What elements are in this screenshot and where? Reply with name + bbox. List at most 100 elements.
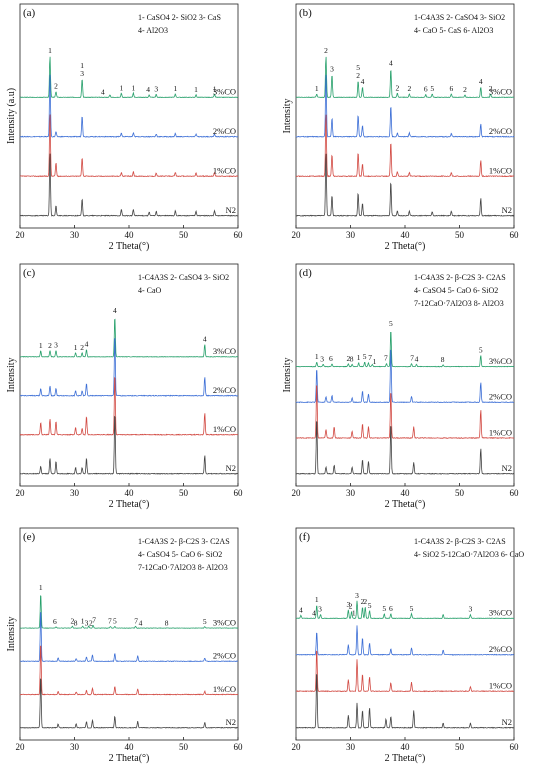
peak-label: 5 [410, 604, 414, 613]
peak-label: 5 [382, 604, 386, 613]
legend-line: 4- CaO 5- CaS 6- Al2O3 [414, 26, 493, 35]
peak-label: 1 [39, 583, 43, 592]
peak-label: 7 [108, 616, 112, 625]
legend-line: 1-C4A3S 2- CaSO4 3- SiO2 [414, 13, 505, 22]
x-tick-label: 50 [179, 742, 189, 752]
peak-label: 4 [203, 335, 207, 344]
peak-label: 4 [139, 618, 143, 627]
x-tick-label: 60 [510, 230, 520, 240]
peak-label: 3 [318, 605, 322, 614]
panel-label: (d) [299, 267, 312, 279]
legend-line: 1- CaSO4 2- SiO2 3- CaS [138, 13, 221, 22]
x-tick-label: 20 [16, 742, 26, 752]
plot-frame [19, 527, 239, 741]
peak-label: 1 [131, 83, 135, 92]
peak-label: 1 [39, 341, 43, 350]
series-line-1pctCO [296, 650, 515, 693]
chart-panel-1: (a) 20 30 40 50 60 2 Theta(°) Intensity (a.u) 1-… [6, 3, 243, 252]
series-line-1pctCO [295, 385, 515, 440]
x-tick-label: 50 [179, 230, 189, 240]
series-label: N2 [226, 717, 236, 727]
plot-frame [295, 3, 515, 229]
series-label: 1%CO [489, 681, 512, 691]
peak-label: 2 [463, 85, 467, 94]
peak-label: 2 [349, 602, 353, 611]
series-label: 3%CO [213, 346, 236, 356]
peak-label: 1 [119, 83, 123, 92]
peak-label: 8 [74, 618, 78, 627]
peak-label: 4 [299, 605, 303, 614]
panel-label: (b) [299, 7, 312, 19]
x-tick-label: 60 [510, 488, 520, 498]
peak-label: 2 [407, 84, 411, 93]
series-label: 1%CO [213, 424, 236, 434]
peak-label: 1 [74, 343, 78, 352]
x-tick-label: 20 [16, 230, 26, 240]
series-line-N2 [295, 674, 515, 729]
peak-label: 5 [363, 352, 367, 361]
peak-label: 3 [154, 85, 158, 94]
peak-label: 2 [80, 343, 84, 352]
peak-label: 4 [101, 88, 105, 97]
x-tick-label: 20 [292, 230, 302, 240]
x-tick-label: 30 [70, 230, 80, 240]
series-label: N2 [226, 205, 236, 215]
x-axis-label: 2 Theta(°) [109, 499, 150, 510]
series-label: 1%CO [213, 684, 236, 694]
peak-label: 4 [113, 306, 117, 315]
series-label: 3%CO [489, 608, 512, 618]
x-tick-label: 30 [70, 742, 80, 752]
peak-label: 5 [430, 84, 434, 93]
peak-label: 5 [368, 601, 372, 610]
x-tick-label: 30 [346, 742, 356, 752]
series-line-2pctCO [19, 611, 239, 663]
peak-label: 5 [203, 617, 207, 626]
peak-label: 4 [361, 77, 365, 86]
series-line-3pctCO [295, 600, 515, 620]
x-tick-label: 40 [125, 488, 135, 498]
series-label: N2 [226, 463, 236, 473]
chart-panel-3: (c) 20 30 40 50 60 2 Theta(°) Intensity 1-C4A3S … [6, 263, 244, 510]
legend-line: 7-12CaO·7Al2O3 8- Al2O3 [414, 299, 504, 308]
series-line-1pctCO [295, 114, 515, 178]
peak-label: 1 [315, 352, 319, 361]
peak-label: 6 [389, 604, 393, 613]
x-axis-label: 2 Theta(°) [385, 499, 426, 510]
peak-label: 3 [330, 65, 334, 74]
x-tick-label: 40 [401, 488, 411, 498]
plot-frame [19, 263, 239, 487]
peak-label: 4 [389, 58, 393, 67]
peak-label: 5 [389, 319, 393, 328]
x-tick-label: 50 [455, 230, 465, 240]
peak-label: 3 [469, 605, 473, 614]
legend-line: 1-C4A3S 2- CaSO4 3- SiO2 [138, 273, 229, 282]
peak-label: 5 [356, 63, 360, 72]
y-axis-label: Intensity [6, 358, 17, 393]
peak-label: 7 [134, 616, 138, 625]
x-tick-label: 40 [401, 742, 411, 752]
peak-label: 1 [173, 84, 177, 93]
peak-label: 4 [312, 609, 316, 618]
chart-panel-5: (e) 20 30 40 50 60 2 Theta(°) Intensity 1-C4A3S … [6, 527, 244, 764]
series-line-1pctCO [19, 377, 239, 436]
peak-label: 1 [315, 595, 319, 604]
peak-label: 8 [441, 355, 445, 364]
chart-panel-2: (b) 20 30 40 50 60 2 Theta(°) Intensity 1-C4A3S … [282, 3, 520, 252]
legend-line: 7-12CaO·7Al2O3 8- Al2O3 [138, 563, 228, 572]
series-line-3pctCO [20, 56, 239, 99]
peak-label: 2 [346, 354, 350, 363]
peak-label: 6 [53, 617, 57, 626]
legend-line: 4- Al2O3 [138, 26, 168, 35]
x-tick-label: 60 [234, 488, 244, 498]
x-tick-label: 60 [234, 742, 244, 752]
peak-label: 7 [384, 354, 388, 363]
series-label: 3%CO [213, 87, 236, 97]
panel-label: (c) [23, 267, 36, 279]
series-line-1pctCO [19, 645, 239, 696]
series-label: N2 [502, 463, 512, 473]
x-tick-label: 40 [125, 742, 135, 752]
peak-label: 4 [479, 77, 483, 86]
series-line-2pctCO [295, 349, 514, 404]
peak-label: 3 [54, 340, 58, 349]
